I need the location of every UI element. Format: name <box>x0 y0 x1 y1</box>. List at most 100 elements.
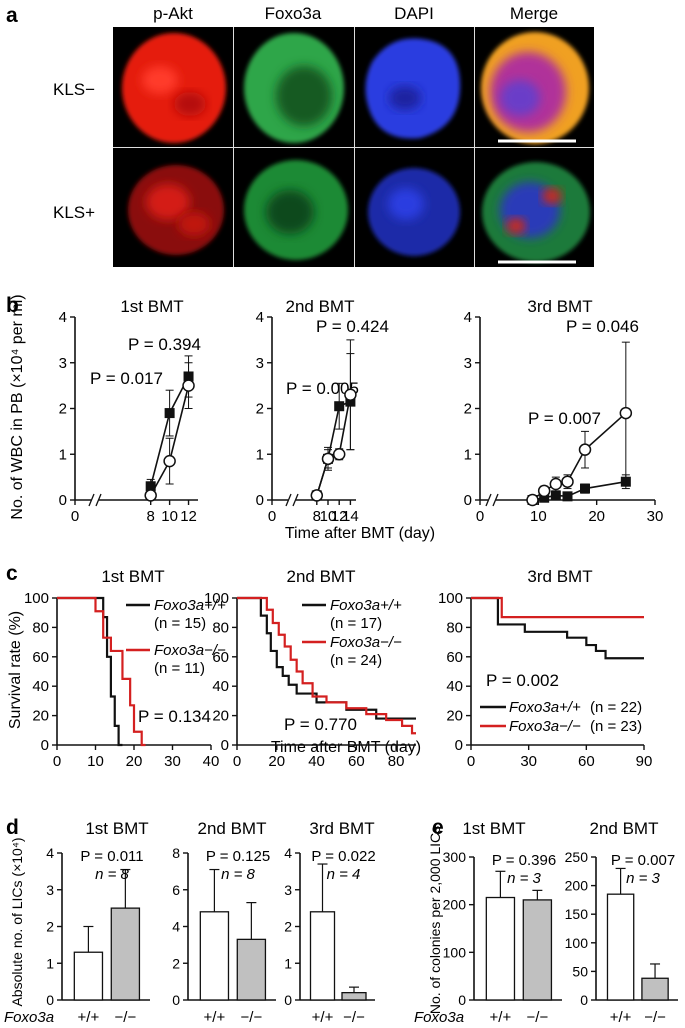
b2-axis-break-gap <box>288 496 296 504</box>
panel-d-e: 1st BMT 2nd BMT 3rd BMT 1st BMT 2nd BMT … <box>4 819 658 1026</box>
b-xlabel: Time after BMT (day) <box>285 525 435 542</box>
b1-axis-break <box>88 493 95 507</box>
d2-category-label: +/+ <box>204 1009 226 1026</box>
b3-point-square <box>539 492 550 503</box>
b2-series-0 <box>311 353 356 501</box>
d3-bar <box>341 992 367 1001</box>
b3-point-square <box>562 491 573 502</box>
b2-ytick-label: 3 <box>256 355 264 372</box>
d2-ytick-label: 2 <box>172 955 180 971</box>
panel-letter-c: c <box>6 562 18 585</box>
b-ylabel: No. of WBC in PB (×10⁴ per ml) <box>9 294 26 519</box>
d2-ytick-label: 4 <box>172 919 180 935</box>
c1-legend-wt-n: (n = 15) <box>154 615 206 632</box>
c3-xtick-label: 90 <box>636 753 653 770</box>
c3-survival-curve-1 <box>471 596 644 619</box>
d3-pval: P = 0.022 <box>311 848 375 865</box>
d1-ytick-label: 3 <box>46 882 54 898</box>
panel-letter-e: e <box>432 816 444 839</box>
e1-pval: P = 0.396 <box>492 852 556 869</box>
micrograph-kls-neg-dapi <box>365 38 461 139</box>
c3-ytick-label: 40 <box>446 678 463 695</box>
panel-b: 1st BMT 2nd BMT 3rd BMT No. of WBC in PB… <box>9 294 639 542</box>
d1-bar <box>73 951 104 1001</box>
b3-point-circle <box>549 477 563 491</box>
e-genotype-label: Foxo3a <box>414 1009 464 1026</box>
micrograph-kls-pos-merge <box>482 162 590 262</box>
d3-ytick-label: 3 <box>284 882 292 898</box>
c2-legend-wt-name: Foxo3a+/+ <box>330 597 402 614</box>
b1-ytick-label: 3 <box>59 355 67 372</box>
c2-xtick-label: 80 <box>388 753 405 770</box>
c1-xtick-label: 0 <box>53 753 61 770</box>
b1-ytick-label: 4 <box>59 309 67 326</box>
d3-ytick-label: 4 <box>284 845 292 861</box>
c3-ytick-label: 60 <box>446 649 463 666</box>
b1-xtick-label: 12 <box>180 508 197 525</box>
d3-ytick-label: 2 <box>284 919 292 935</box>
b3-point-square <box>550 490 561 501</box>
c1-ytick-label: 0 <box>41 737 49 754</box>
c2-pval: P = 0.770 <box>284 715 357 734</box>
b2-pval-2: P = 0.424 <box>316 317 389 336</box>
d2-category-label: −/− <box>241 1009 263 1026</box>
b2-point-circle <box>344 388 357 402</box>
b1-axis-break-gap <box>91 496 99 504</box>
e2-bar <box>606 893 635 1001</box>
e2-ytick-label: 200 <box>565 878 589 894</box>
channel-label-dapi: DAPI <box>394 4 434 23</box>
c3-ytick-label: 100 <box>438 590 463 607</box>
row-label-kls-pos: KLS+ <box>53 203 95 222</box>
b1-axis-break <box>95 493 102 507</box>
b1-point-circle <box>182 379 195 392</box>
c2-ytick-label: 20 <box>212 708 229 725</box>
c1-survival-curve-1 <box>57 596 146 747</box>
d2-ytick-label: 8 <box>172 845 180 861</box>
b2-xtick-label: 14 <box>342 508 359 525</box>
b1-point-circle <box>163 454 176 468</box>
d1-ytick-label: 0 <box>46 992 54 1008</box>
c1-xtick-label: 30 <box>164 753 181 770</box>
b2-point-circle <box>321 452 335 466</box>
d1-title: 1st BMT <box>85 819 148 838</box>
b3-axis-break-gap <box>488 496 496 504</box>
d3-category-label: −/− <box>343 1009 365 1026</box>
c1-legend-wt-name: Foxo3a+/+ <box>154 597 226 614</box>
e1-n-label: n = 3 <box>507 870 541 887</box>
c1-survival-curve-0 <box>57 596 123 747</box>
c2-axes: 0 20 40 60 80 100 0 20 40 60 80 <box>204 590 416 770</box>
c2-legend-wt-n: (n = 17) <box>330 615 382 632</box>
b2-title: 2nd BMT <box>286 297 355 316</box>
b3-point-circle <box>537 484 551 498</box>
c3-legend-wt-n: (n = 22) <box>590 699 642 716</box>
b3-axis-break <box>492 493 499 507</box>
b3-pval-2: P = 0.046 <box>566 317 639 336</box>
c1-ytick-label: 80 <box>32 619 49 636</box>
e1-category-label: −/− <box>527 1009 549 1026</box>
micrograph-kls-neg-foxo3a <box>244 33 344 143</box>
d1-n-label: n = 8 <box>95 866 129 883</box>
row-label-kls-neg: KLS− <box>53 80 95 99</box>
b3-xtick-label: 10 <box>530 508 547 525</box>
d1-ytick-label: 1 <box>46 955 54 971</box>
b3-ytick-label: 4 <box>464 309 472 326</box>
micrograph-kls-pos-dapi <box>368 168 460 256</box>
c3-xtick-label: 0 <box>467 753 475 770</box>
micrograph-kls-neg-merge <box>481 32 589 144</box>
c1-xtick-label: 20 <box>126 753 143 770</box>
panel-letter-b: b <box>6 294 19 317</box>
b2-ytick-label: 2 <box>256 401 264 418</box>
c3-xtick-label: 30 <box>520 753 537 770</box>
d2-n-label: n = 8 <box>221 866 255 883</box>
micrograph-kls-neg-pakt <box>122 33 226 143</box>
c3-axes: 0 20 40 60 80 100 0 30 60 90 <box>438 590 652 770</box>
e2-n-label: n = 3 <box>626 870 660 887</box>
c1-legend-ko-n: (n = 11) <box>154 660 205 677</box>
e1-ytick-label: 300 <box>443 849 467 865</box>
c2-ytick-label: 100 <box>204 590 229 607</box>
b3-point-circle <box>561 475 574 488</box>
b3-xtick-label: 30 <box>647 508 664 525</box>
e-ylabel: No. of colonies per 2,000 LICs <box>427 826 443 1014</box>
d1-ytick-label: 2 <box>46 919 54 935</box>
